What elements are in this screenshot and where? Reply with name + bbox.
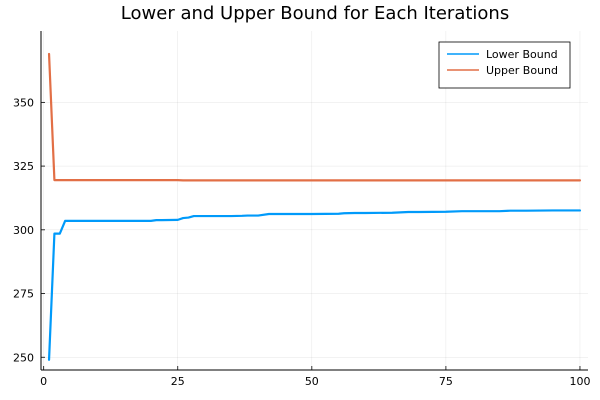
x-tick-label: 0: [40, 375, 47, 388]
chart-title: Lower and Upper Bound for Each Iteration…: [121, 3, 509, 24]
x-tick-label: 50: [305, 375, 319, 388]
tick-labels: 0 25 50 75 100 250 275 300 325 350: [13, 96, 590, 388]
x-tick-label: 75: [439, 375, 453, 388]
y-tick-label: 325: [13, 160, 34, 173]
y-tick-label: 250: [13, 351, 34, 364]
x-tick-label: 100: [569, 375, 590, 388]
series: [47, 52, 582, 361]
y-tick-label: 300: [13, 224, 34, 237]
legend-box: [438, 41, 571, 89]
legend-label: Upper Bound: [486, 64, 558, 77]
series-line-lower-bound: [47, 209, 582, 361]
y-tick-label: 275: [13, 288, 34, 301]
legend: Lower Bound Upper Bound: [438, 41, 571, 89]
series-line-upper-bound: [47, 52, 582, 182]
axes: [40, 31, 588, 371]
x-tick-label: 25: [171, 375, 185, 388]
grid: [41, 31, 588, 370]
y-tick-label: 350: [13, 96, 34, 109]
legend-label: Lower Bound: [486, 48, 558, 61]
